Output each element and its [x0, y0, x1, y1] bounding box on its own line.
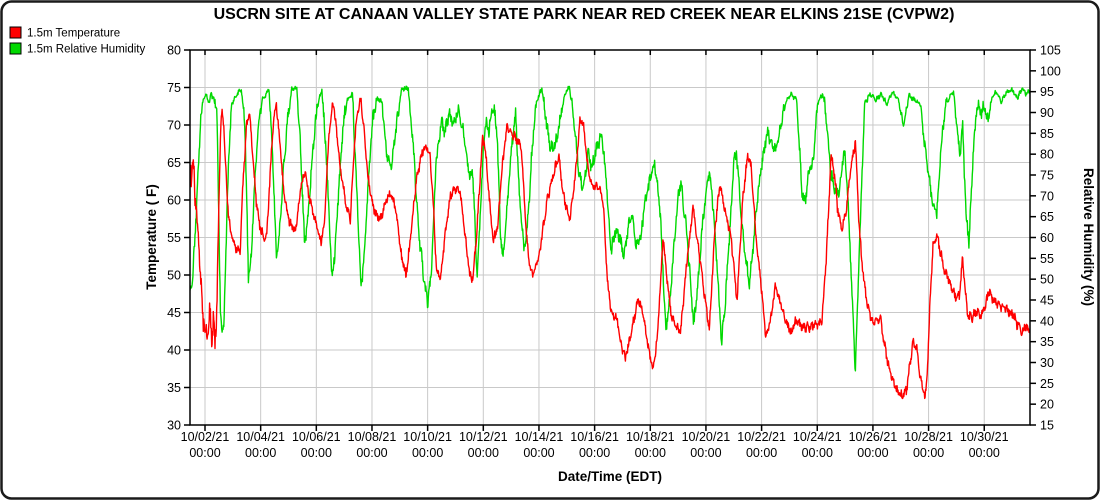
right-y-tick-label: 40	[1040, 314, 1054, 328]
x-tick-time: 00:00	[468, 446, 499, 460]
x-tick-time: 00:00	[523, 446, 554, 460]
temperature-line	[190, 97, 1030, 400]
left-y-tick-label: 30	[167, 419, 181, 433]
x-tick-time: 00:00	[857, 446, 888, 460]
x-tick-date: 10/10/21	[403, 430, 452, 444]
right-y-tick-label: 50	[1040, 273, 1054, 287]
humidity-line	[190, 85, 1030, 372]
right-y-tick-label: 20	[1040, 398, 1054, 412]
x-tick-time: 00:00	[969, 446, 1000, 460]
left-y-tick-label: 55	[167, 231, 181, 245]
left-y-tick-label: 60	[167, 194, 181, 208]
right-y-tick-label: 75	[1040, 169, 1054, 183]
x-tick-date: 10/28/21	[904, 430, 953, 444]
left-y-tick-label: 70	[167, 119, 181, 133]
x-tick-date: 10/06/21	[292, 430, 341, 444]
right-y-tick-label: 100	[1040, 64, 1061, 78]
right-y-tick-label: 65	[1040, 210, 1054, 224]
right-y-tick-label: 30	[1040, 356, 1054, 370]
x-tick-time: 00:00	[802, 446, 833, 460]
x-tick-time: 00:00	[746, 446, 777, 460]
temperature-legend-label: 1.5m Temperature	[27, 28, 120, 40]
x-tick-time: 00:00	[189, 446, 220, 460]
x-tick-date: 10/24/21	[793, 430, 842, 444]
legend: 1.5m Temperature 1.5m Relative Humidity	[9, 26, 145, 56]
x-tick-time: 00:00	[412, 446, 443, 460]
humidity-legend-swatch	[9, 42, 22, 55]
x-axis-title: Date/Time (EDT)	[558, 469, 662, 484]
right-axis-title: Relative Humidity (%)	[1081, 168, 1096, 306]
left-axis-title: Temperature ( F)	[144, 184, 159, 290]
right-y-tick-label: 105	[1040, 44, 1061, 58]
left-y-tick-label: 65	[167, 156, 181, 170]
x-tick-date: 10/12/21	[459, 430, 508, 444]
x-tick-time: 00:00	[635, 446, 666, 460]
plot-area	[190, 85, 1030, 400]
temperature-legend-swatch	[9, 26, 22, 39]
left-y-tick-label: 35	[167, 381, 181, 395]
left-y-tick-label: 45	[167, 306, 181, 320]
right-y-tick-label: 45	[1040, 294, 1054, 308]
right-y-tick-label: 60	[1040, 231, 1054, 245]
x-tick-time: 00:00	[301, 446, 332, 460]
x-tick-date: 10/04/21	[236, 430, 285, 444]
left-y-tick-label: 40	[167, 344, 181, 358]
right-y-tick-label: 35	[1040, 335, 1054, 349]
x-tick-time: 00:00	[356, 446, 387, 460]
x-tick-date: 10/18/21	[626, 430, 675, 444]
x-tick-date: 10/08/21	[348, 430, 397, 444]
x-tick-date: 10/26/21	[849, 430, 898, 444]
x-tick-time: 00:00	[245, 446, 276, 460]
right-y-tick-label: 70	[1040, 189, 1054, 203]
left-y-tick-label: 50	[167, 269, 181, 283]
x-tick-date: 10/16/21	[570, 430, 619, 444]
left-y-tick-label: 80	[167, 44, 181, 58]
right-y-tick-label: 55	[1040, 252, 1054, 266]
x-tick-time: 00:00	[690, 446, 721, 460]
right-y-tick-label: 80	[1040, 148, 1054, 162]
right-y-tick-label: 15	[1040, 419, 1054, 433]
axis-ticks	[184, 49, 1036, 431]
x-tick-date: 10/02/21	[181, 430, 230, 444]
chart-title: USCRN SITE AT CANAAN VALLEY STATE PARK N…	[214, 6, 955, 23]
x-tick-date: 10/20/21	[682, 430, 731, 444]
right-y-tick-label: 90	[1040, 106, 1054, 120]
x-tick-date: 10/30/21	[960, 430, 1009, 444]
x-tick-date: 10/22/21	[737, 430, 786, 444]
right-y-tick-label: 95	[1040, 85, 1054, 99]
humidity-legend-label: 1.5m Relative Humidity	[27, 44, 145, 56]
axis-tick-labels: 10/02/21 00:00 10/04/21 00:00 10/06/21 00:00 1…	[167, 44, 1061, 461]
right-y-tick-label: 25	[1040, 377, 1054, 391]
x-tick-date: 10/14/21	[515, 430, 564, 444]
x-tick-time: 00:00	[579, 446, 610, 460]
left-y-tick-label: 75	[167, 81, 181, 95]
right-y-tick-label: 85	[1040, 127, 1054, 141]
x-tick-time: 00:00	[913, 446, 944, 460]
